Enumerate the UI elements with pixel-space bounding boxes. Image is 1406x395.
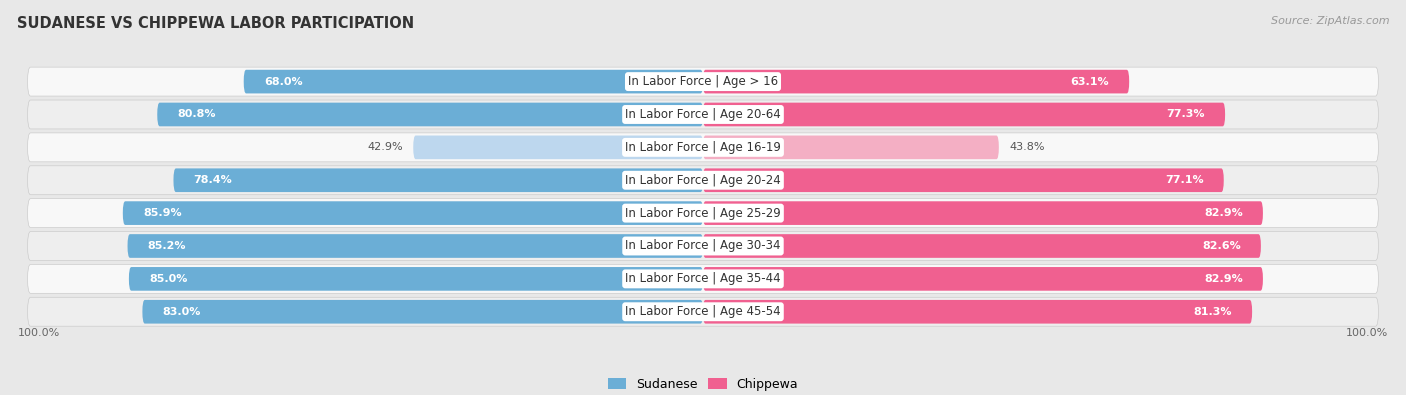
FancyBboxPatch shape — [28, 67, 1378, 96]
Text: In Labor Force | Age 45-54: In Labor Force | Age 45-54 — [626, 305, 780, 318]
FancyBboxPatch shape — [28, 199, 1378, 228]
Text: SUDANESE VS CHIPPEWA LABOR PARTICIPATION: SUDANESE VS CHIPPEWA LABOR PARTICIPATION — [17, 16, 413, 31]
Text: In Labor Force | Age > 16: In Labor Force | Age > 16 — [628, 75, 778, 88]
FancyBboxPatch shape — [413, 135, 703, 159]
FancyBboxPatch shape — [703, 267, 1263, 291]
Text: 85.0%: 85.0% — [149, 274, 187, 284]
FancyBboxPatch shape — [703, 103, 1225, 126]
Text: 82.9%: 82.9% — [1204, 274, 1243, 284]
Text: In Labor Force | Age 25-29: In Labor Force | Age 25-29 — [626, 207, 780, 220]
Text: 85.9%: 85.9% — [143, 208, 181, 218]
FancyBboxPatch shape — [703, 234, 1261, 258]
FancyBboxPatch shape — [173, 168, 703, 192]
Text: Source: ZipAtlas.com: Source: ZipAtlas.com — [1271, 16, 1389, 26]
Text: 43.8%: 43.8% — [1010, 142, 1045, 152]
Text: 82.6%: 82.6% — [1202, 241, 1240, 251]
Text: In Labor Force | Age 16-19: In Labor Force | Age 16-19 — [626, 141, 780, 154]
Text: 78.4%: 78.4% — [194, 175, 232, 185]
FancyBboxPatch shape — [122, 201, 703, 225]
Text: 81.3%: 81.3% — [1194, 307, 1232, 317]
Text: 83.0%: 83.0% — [163, 307, 201, 317]
Text: In Labor Force | Age 35-44: In Labor Force | Age 35-44 — [626, 273, 780, 285]
FancyBboxPatch shape — [703, 201, 1263, 225]
Text: In Labor Force | Age 20-24: In Labor Force | Age 20-24 — [626, 174, 780, 187]
FancyBboxPatch shape — [142, 300, 703, 324]
FancyBboxPatch shape — [243, 70, 703, 94]
FancyBboxPatch shape — [28, 133, 1378, 162]
FancyBboxPatch shape — [28, 100, 1378, 129]
FancyBboxPatch shape — [28, 297, 1378, 326]
Text: 80.8%: 80.8% — [177, 109, 217, 119]
FancyBboxPatch shape — [703, 70, 1129, 94]
FancyBboxPatch shape — [28, 264, 1378, 293]
Text: In Labor Force | Age 20-64: In Labor Force | Age 20-64 — [626, 108, 780, 121]
FancyBboxPatch shape — [703, 300, 1253, 324]
Text: 68.0%: 68.0% — [264, 77, 302, 87]
FancyBboxPatch shape — [703, 135, 998, 159]
Text: In Labor Force | Age 30-34: In Labor Force | Age 30-34 — [626, 239, 780, 252]
Text: 100.0%: 100.0% — [17, 328, 59, 338]
FancyBboxPatch shape — [128, 234, 703, 258]
Text: 82.9%: 82.9% — [1204, 208, 1243, 218]
Text: 100.0%: 100.0% — [1347, 328, 1389, 338]
FancyBboxPatch shape — [703, 168, 1223, 192]
Text: 42.9%: 42.9% — [367, 142, 404, 152]
FancyBboxPatch shape — [28, 166, 1378, 195]
Text: 77.1%: 77.1% — [1164, 175, 1204, 185]
FancyBboxPatch shape — [129, 267, 703, 291]
Text: 63.1%: 63.1% — [1070, 77, 1109, 87]
Text: 77.3%: 77.3% — [1167, 109, 1205, 119]
Text: 85.2%: 85.2% — [148, 241, 187, 251]
FancyBboxPatch shape — [28, 231, 1378, 260]
Legend: Sudanese, Chippewa: Sudanese, Chippewa — [603, 373, 803, 395]
FancyBboxPatch shape — [157, 103, 703, 126]
